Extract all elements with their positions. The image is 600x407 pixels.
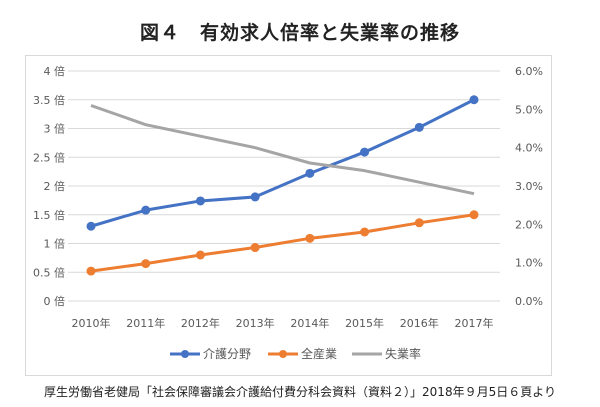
x-tick-label: 2017年 — [455, 316, 494, 330]
y-left-tick-label: 4 倍 — [44, 64, 66, 78]
series-line-0 — [90, 98, 475, 228]
y-right-tick-label: 1.0% — [515, 257, 543, 270]
x-tick-label: 2010年 — [72, 316, 111, 330]
y-right-tick-label: 3.0% — [515, 180, 543, 193]
x-tick-label: 2011年 — [126, 316, 165, 330]
y-left-tick-label: 1.5 倍 — [33, 208, 65, 222]
y-left-tick-label: 3.5 倍 — [33, 93, 65, 107]
x-tick-label: 2014年 — [290, 316, 329, 330]
y-right-tick-label: 2.0% — [515, 218, 543, 231]
data-point — [414, 218, 424, 228]
data-point — [469, 95, 479, 105]
y-left-tick-label: 2 倍 — [44, 179, 66, 193]
data-point — [195, 196, 205, 206]
series-line-1 — [90, 213, 475, 273]
data-point — [250, 192, 260, 202]
x-tick-label: 2013年 — [236, 316, 275, 330]
data-point — [360, 227, 370, 237]
data-point — [195, 250, 205, 260]
x-tick-label: 2016年 — [400, 316, 439, 330]
data-point — [305, 168, 315, 178]
data-point — [141, 259, 151, 269]
data-point — [250, 243, 260, 253]
y-left-tick-label: 2.5 倍 — [33, 150, 65, 164]
y-right-tick-label: 5.0% — [515, 103, 543, 116]
data-point — [141, 205, 151, 215]
legend-label: 失業率 — [385, 346, 421, 361]
y-right-tick-label: 0.0% — [515, 295, 543, 308]
legend-label: 全産業 — [301, 346, 337, 361]
y-left-tick-label: 0.5 倍 — [33, 265, 65, 279]
data-point — [360, 147, 370, 157]
data-point — [86, 266, 96, 276]
data-point — [305, 233, 315, 243]
x-tick-label: 2015年 — [345, 316, 384, 330]
chart-title: 図４ 有効求人倍率と失業率の推移 — [139, 22, 460, 44]
y-right-tick-label: 4.0% — [515, 142, 543, 155]
chart-frame — [25, 55, 552, 376]
y-right-tick-label: 6.0% — [515, 65, 543, 78]
legend-marker — [181, 350, 189, 358]
legend-label: 介護分野 — [203, 346, 251, 361]
y-left-tick-label: 3 倍 — [44, 122, 66, 136]
data-point — [469, 210, 479, 220]
x-tick-label: 2012年 — [181, 316, 220, 330]
data-point — [86, 221, 96, 231]
source-note: 厚生労働省老健局「社会保障審議会介護給付費分科会資料（資料２）」2018年９月5… — [44, 385, 556, 399]
data-point — [414, 122, 424, 132]
series-line-2 — [90, 104, 475, 196]
y-left-tick-label: 1 倍 — [44, 237, 66, 251]
legend-marker — [279, 350, 287, 358]
y-left-tick-label: 0 倍 — [44, 294, 66, 308]
